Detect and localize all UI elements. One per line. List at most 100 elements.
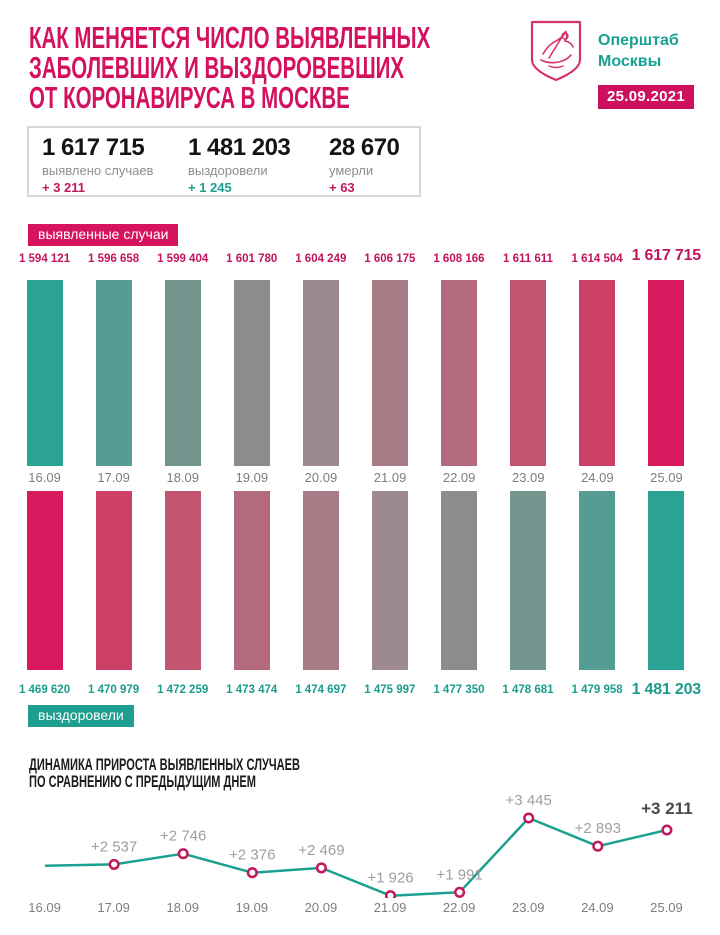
stat-value: 28 670	[329, 134, 400, 161]
recovered-value-label: 1 478 681	[502, 684, 554, 696]
recovered-value-label: 1 470 979	[88, 684, 140, 696]
data-point-marker	[523, 812, 535, 824]
org-name-line: Москвы	[598, 53, 662, 70]
stat-delta: + 63	[329, 180, 355, 195]
moscow-coat-of-arms-icon	[529, 20, 583, 87]
stat-delta: + 3 211	[42, 180, 86, 195]
data-point-label: +1 991	[436, 866, 482, 883]
date-label: 20.09	[304, 900, 338, 915]
recovered-bar	[26, 491, 63, 670]
recovered-value-label: 1 473 474	[226, 684, 278, 696]
dates-row: 16.09 17.09 18.09 19.09 20.09 21.09 22.09 23.09…	[10, 470, 701, 485]
recovered-value-label: 1 479 958	[571, 684, 623, 696]
date-label: 18.09	[166, 470, 200, 485]
recovered-bar	[164, 491, 201, 670]
recovered-value-label: 1 474 697	[295, 684, 347, 696]
confirmed-value-label: 1 596 658	[88, 253, 140, 265]
confirmed-bar	[302, 280, 339, 466]
org-name: Оперштаб Москвы	[598, 30, 679, 72]
stat-deaths: 28 670 умерли + 63	[329, 134, 400, 196]
date-label: 17.09	[97, 470, 130, 485]
date-badge: 25.09.2021	[598, 85, 695, 109]
stat-label: умерли	[329, 163, 374, 178]
confirmed-bar	[579, 280, 616, 466]
confirmed-value-label: 1 608 166	[433, 253, 485, 265]
data-point-marker	[108, 858, 120, 870]
date-label: 24.09	[581, 900, 614, 915]
date-label: 19.09	[235, 900, 269, 915]
data-point-marker	[454, 886, 466, 898]
stats-summary-box: 1 617 715 выявлено случаев + 3 211 1 481…	[27, 126, 421, 197]
data-point-label: +2 469	[298, 842, 344, 859]
date-label: 23.09	[511, 470, 545, 485]
stat-value: 1 481 203	[188, 134, 291, 161]
recovered-value-label: 1 475 997	[364, 684, 416, 696]
confirmed-series-badge: выявленные случаи	[28, 224, 179, 246]
stat-value: 1 617 715	[42, 134, 145, 161]
recovered-bar	[372, 491, 409, 670]
data-point-label: +2 746	[160, 828, 206, 845]
stat-recovered: 1 481 203 выздоровели + 1 245	[188, 134, 329, 196]
confirmed-value-label: 1 604 249	[295, 253, 347, 265]
line-chart-title-line: ДИНАМИКА ПРИРОСТА ВЫЯВЛЕННЫХ СЛУЧАЕВ	[29, 756, 300, 774]
confirmed-values-row: 1 594 121 1 596 658 1 599 404 1 601 780 1 60…	[10, 247, 701, 265]
line-chart-title: ДИНАМИКА ПРИРОСТА ВЫЯВЛЕННЫХ СЛУЧАЕВ ПО …	[29, 757, 300, 791]
confirmed-bar	[95, 280, 132, 466]
date-label: 18.09	[166, 900, 200, 915]
confirmed-value-label: 1 614 504	[571, 253, 623, 265]
date-label: 25.09	[650, 470, 683, 485]
date-label: 16.09	[28, 900, 61, 915]
daily-increase-line-chart: +2 537 +2 746 +2 376 +2 469 +1 926 +1 991 +3 4…	[44, 792, 693, 898]
date-label: 16.09	[28, 470, 61, 485]
recovered-bars-row	[10, 491, 701, 670]
date-label: 19.09	[235, 470, 269, 485]
page-title-line: ОТ КОРОНАВИРУСА В МОСКВЕ	[29, 80, 350, 115]
page-title-line: ЗАБОЛЕВШИХ И ВЫЗДОРОВЕВШИХ	[29, 50, 404, 85]
data-point-label: +2 376	[229, 847, 275, 864]
date-label: 22.09	[442, 900, 476, 915]
confirmed-bar	[441, 280, 478, 466]
confirmed-value-label: 1 606 175	[364, 253, 416, 265]
data-point-label: +2 893	[575, 820, 621, 837]
data-point-label: +3 445	[506, 792, 552, 809]
recovered-bar	[95, 491, 132, 670]
data-point-marker	[661, 824, 673, 836]
recovered-series-badge: выздоровели	[28, 705, 134, 727]
data-point-label: +2 537	[91, 838, 137, 855]
confirmed-value-label: 1 611 611	[503, 253, 553, 265]
confirmed-bar	[510, 280, 547, 466]
recovered-bar	[579, 491, 616, 670]
confirmed-value-label: 1 594 121	[18, 253, 71, 265]
confirmed-bar	[164, 280, 201, 466]
recovered-bar	[233, 491, 270, 670]
confirmed-bars-row	[10, 280, 701, 466]
line-chart-title-line: ПО СРАВНЕНИЮ С ПРЕДЫДУЩИМ ДНЕМ	[29, 773, 257, 791]
page-title: КАК МЕНЯЕТСЯ ЧИСЛО ВЫЯВЛЕННЫХ ЗАБОЛЕВШИХ…	[29, 22, 430, 115]
confirmed-bar	[648, 280, 685, 466]
date-label: 21.09	[373, 470, 407, 485]
recovered-value-label: 1 469 620	[18, 684, 71, 696]
confirmed-bar	[233, 280, 270, 466]
confirmed-value-label: 1 617 715	[631, 247, 702, 264]
recovered-value-label: 1 472 259	[157, 684, 209, 696]
data-point-marker	[592, 840, 604, 852]
recovered-bar	[648, 491, 685, 670]
date-label: 20.09	[304, 470, 338, 485]
stat-label: выявлено случаев	[42, 163, 154, 178]
line-chart-dates-row: 16.09 17.09 18.09 19.09 20.09 21.09 22.09 23.09…	[10, 900, 701, 915]
confirmed-bar	[372, 280, 409, 466]
data-point-label: +1 926	[367, 870, 413, 887]
date-label: 22.09	[442, 470, 476, 485]
date-label: 24.09	[581, 470, 614, 485]
recovered-value-label: 1 477 350	[433, 684, 485, 696]
stat-label: выздоровели	[188, 163, 268, 178]
recovered-bar	[441, 491, 478, 670]
date-label: 21.09	[373, 900, 407, 915]
stat-confirmed: 1 617 715 выявлено случаев + 3 211	[42, 134, 188, 196]
stat-delta: + 1 245	[188, 180, 232, 195]
data-point-label: +3 211	[641, 799, 693, 818]
org-name-line: Оперштаб	[598, 32, 679, 49]
recovered-values-row: 1 469 620 1 470 979 1 472 259 1 473 474 1 47…	[10, 681, 701, 699]
recovered-value-label: 1 481 203	[631, 681, 702, 698]
